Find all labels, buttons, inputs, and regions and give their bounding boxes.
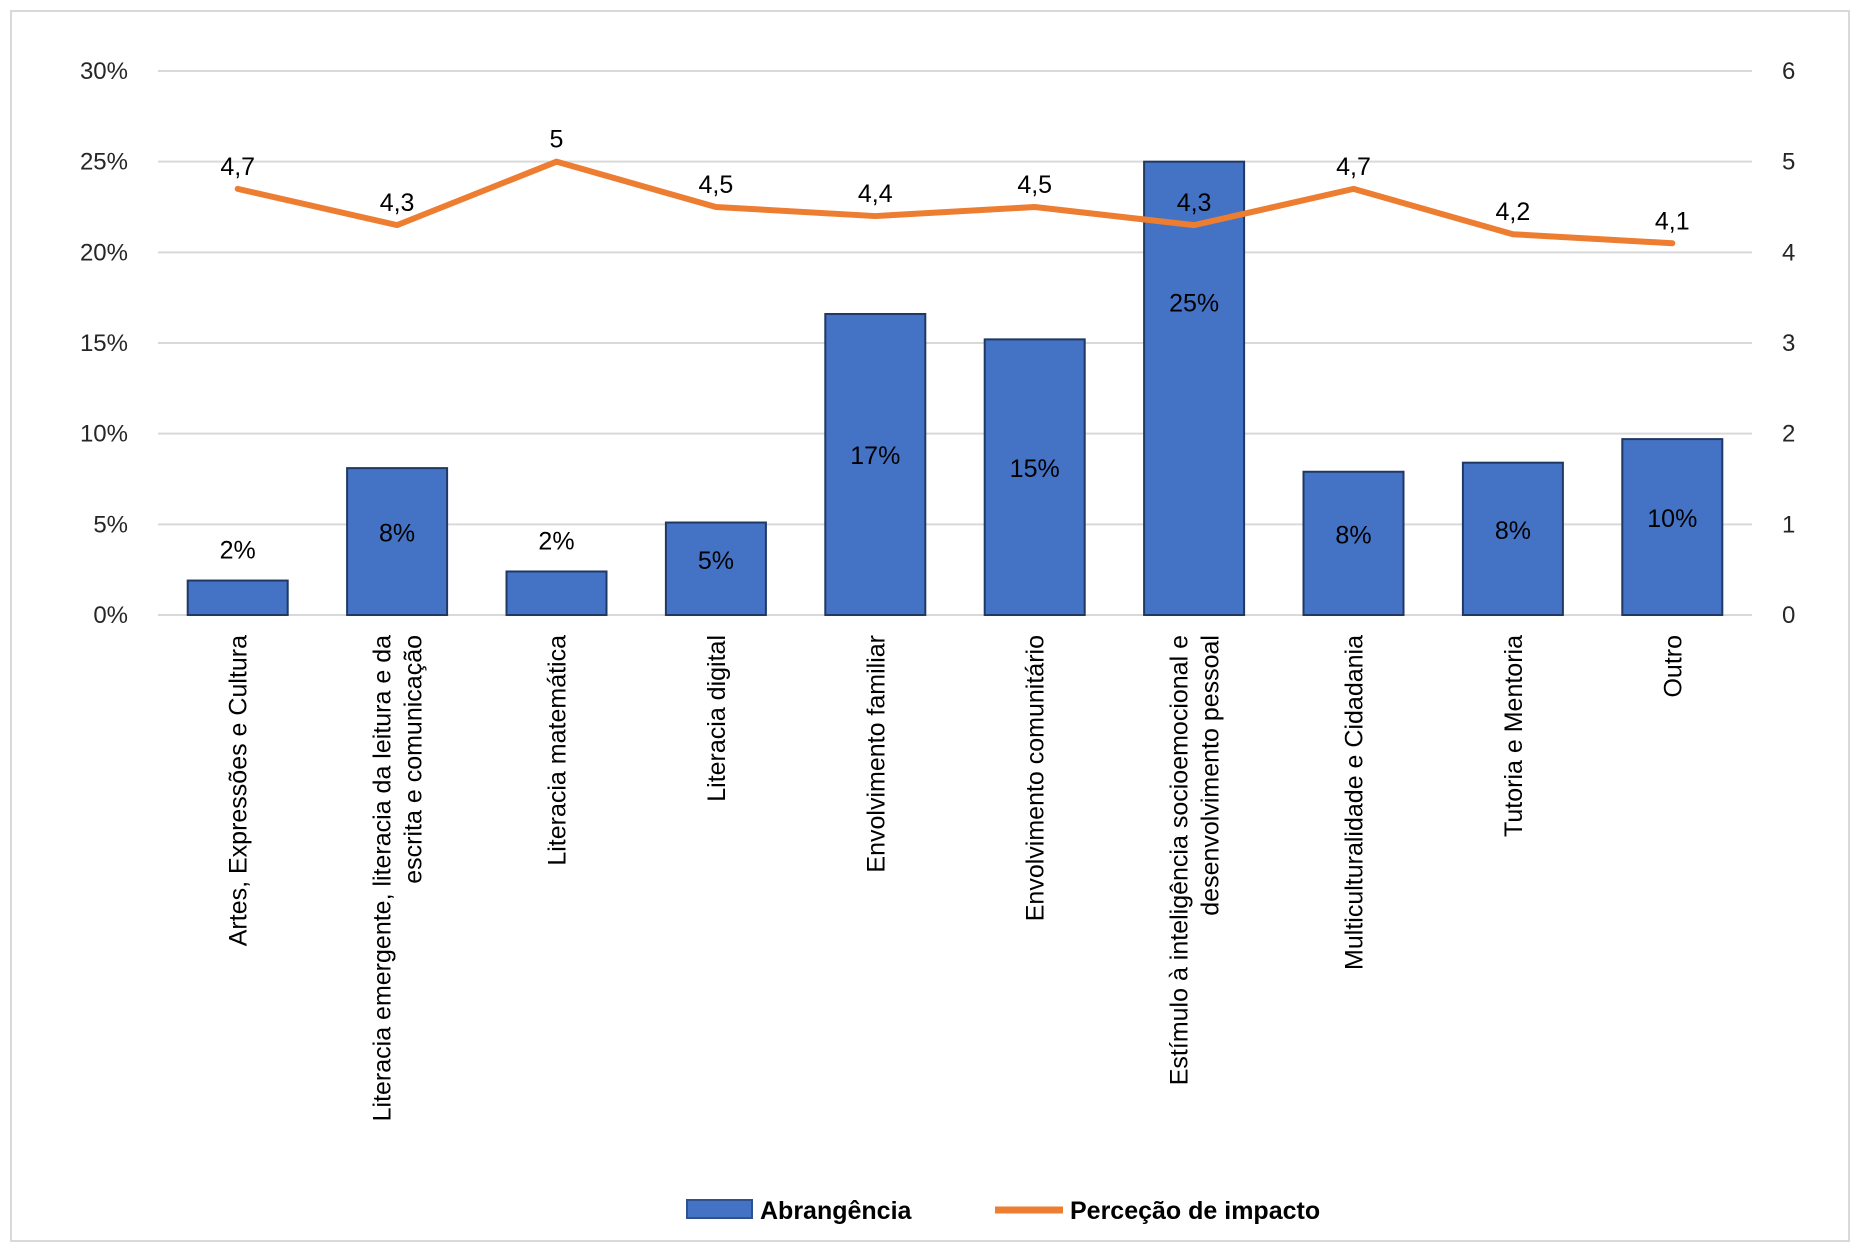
y-left-tick-label: 30%: [80, 58, 128, 85]
legend: Abrangência Perceção de impacto: [686, 1197, 1320, 1225]
impact-line: [234, 158, 1676, 247]
x-category-label-line: escrita e comunicação: [400, 635, 428, 884]
x-category-label: Tutoria e Mentoria: [1500, 635, 1528, 837]
x-category-label-line: Literacia emergente, literacia da leitur…: [369, 635, 397, 1121]
x-category-label-line: desenvolvimento pessoal: [1197, 635, 1225, 916]
line-value-label: 5: [550, 126, 564, 154]
x-category-label: Literacia matemática: [544, 635, 572, 866]
bar-value-label: 25%: [1169, 290, 1219, 318]
line-value-label: 4,5: [1017, 171, 1052, 199]
bar: [983, 338, 1086, 616]
bar: [1461, 461, 1564, 616]
x-category-label-line: Literacia digital: [703, 635, 731, 802]
bar: [186, 579, 289, 617]
x-category-label-line: Tutoria e Mentoria: [1500, 635, 1528, 837]
bar: [505, 570, 608, 616]
y-left-tick-label: 25%: [80, 149, 128, 176]
bar: [1621, 438, 1724, 616]
y-right-tick-label: 1: [1782, 511, 1795, 538]
x-category-label-line: Literacia matemática: [544, 635, 572, 866]
x-category-label-line: Multiculturalidade e Cidadania: [1341, 635, 1369, 970]
line-value-label: 4,5: [699, 171, 734, 199]
line-value-label: 4,7: [220, 153, 255, 181]
y-left-tick-label: 20%: [80, 239, 128, 266]
y-right-tick-label: 4: [1782, 239, 1795, 266]
legend-swatch-abrangencia: [686, 1199, 753, 1219]
bar-value-label: 8%: [1335, 521, 1371, 549]
y-right-tick-label: 5: [1782, 149, 1795, 176]
y-right-tick-label: 0: [1782, 602, 1795, 629]
bar-value-label: 17%: [850, 442, 900, 470]
y-right-tick-label: 2: [1782, 421, 1795, 448]
x-category-label: Literacia emergente, literacia da leitur…: [369, 635, 428, 1121]
x-category-label: Estímulo à inteligência socioemocional e…: [1166, 635, 1225, 1085]
bar: [346, 467, 449, 616]
bar-value-label: 15%: [1010, 455, 1060, 483]
axes: 0% 0 5% 1 10% 2 15% 3 20% 4 25% 5 30% 6 Artes, Express…: [80, 58, 1795, 1121]
x-category-label-line: Estímulo à inteligência socioemocional e: [1166, 635, 1194, 1085]
x-category-label-line: Envolvimento familiar: [862, 635, 890, 873]
x-category-label: Envolvimento comunitário: [1022, 635, 1050, 921]
x-category-label-line: Artes, Expressões e Cultura: [225, 635, 253, 946]
bar: [664, 521, 767, 617]
y-left-tick-label: 5%: [93, 511, 128, 538]
y-right-tick-label: 6: [1782, 58, 1795, 85]
bar-value-label: 2%: [538, 527, 574, 555]
bar-value-label: 8%: [379, 520, 415, 548]
bar-series: [186, 160, 1724, 617]
line-series: [234, 158, 1676, 247]
y-right-tick-label: 3: [1782, 330, 1795, 357]
x-category-label-line: Outro: [1659, 635, 1687, 698]
line-value-label: 4,4: [858, 180, 893, 208]
line-value-label: 4,1: [1655, 207, 1690, 235]
bar-value-label: 2%: [220, 537, 256, 565]
bar: [1143, 160, 1246, 617]
bar-value-label: 5%: [698, 547, 734, 575]
x-category-label: Artes, Expressões e Cultura: [225, 635, 253, 946]
y-left-tick-label: 10%: [80, 421, 128, 448]
x-category-label: Multiculturalidade e Cidadania: [1341, 635, 1369, 970]
line-value-label: 4,2: [1496, 198, 1531, 226]
line-value-label: 4,7: [1336, 153, 1371, 181]
bar: [1302, 470, 1405, 616]
x-category-label: Outro: [1659, 635, 1687, 698]
y-left-tick-label: 15%: [80, 330, 128, 357]
bar: [824, 312, 927, 616]
y-left-tick-label: 0%: [93, 602, 128, 629]
x-category-label: Envolvimento familiar: [862, 635, 890, 873]
line-value-label: 4,3: [1177, 189, 1212, 217]
bar-value-label: 8%: [1495, 517, 1531, 545]
legend-label-abrangencia: Abrangência: [760, 1197, 913, 1225]
bar-value-label: 10%: [1647, 505, 1697, 533]
x-category-label: Literacia digital: [703, 635, 731, 802]
data-labels: 2% 8% 2% 5% 17% 15% 25% 8% 8% 10% 4,7 4,3 5 4,5 4,4 4,5…: [220, 126, 1698, 575]
x-category-label-line: Envolvimento comunitário: [1022, 635, 1050, 921]
legend-label-percecao: Perceção de impacto: [1070, 1197, 1320, 1225]
line-value-label: 4,3: [380, 189, 415, 217]
